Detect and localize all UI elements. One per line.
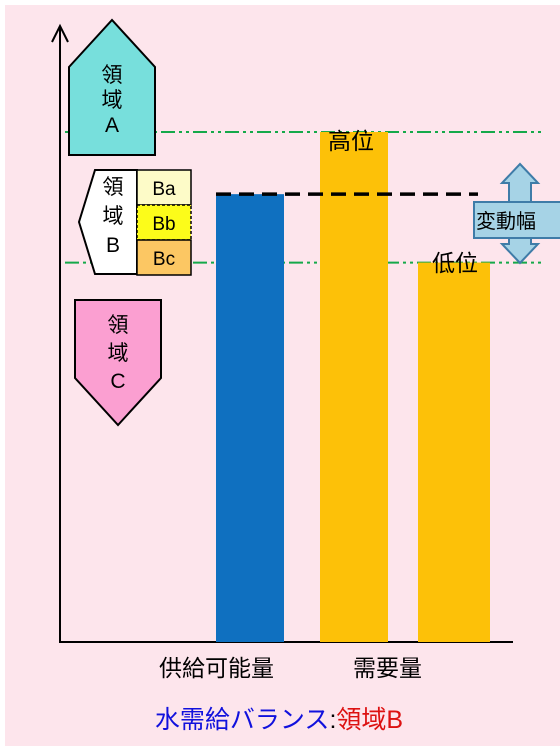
zone-ba-label: Ba [152, 179, 176, 200]
low-label: 低位 [432, 250, 478, 276]
zone-a-char-3: A [105, 114, 119, 137]
zone-bc-box [136, 239, 192, 276]
zone-c-char-2: 域 [108, 342, 129, 365]
zone-b-char-3: B [106, 234, 120, 257]
supply-bar [216, 194, 284, 642]
caption-separator: : [329, 706, 336, 734]
zone-b-char-1: 領 [103, 176, 124, 199]
zone-c-char-1: 領 [108, 314, 129, 337]
zone-c-char-3: C [110, 370, 125, 393]
caption-main: 水需給バランス [155, 706, 330, 734]
demand-axis-label: 需要量 [353, 655, 422, 681]
zone-ba-box [136, 169, 192, 206]
zone-bc-label: Bc [153, 249, 175, 270]
supply-axis-label: 供給可能量 [159, 655, 274, 681]
demand-high-bar [320, 131, 388, 642]
y-axis-arrowhead [51, 23, 69, 43]
demand-low-bar [418, 262, 490, 642]
zone-bb-box [136, 204, 192, 241]
zone-b-shape [77, 169, 138, 275]
zone-bb-label: Bb [152, 214, 175, 235]
caption: 水需給バランス:領域B [155, 706, 403, 734]
zone-a-char-1: 領 [102, 64, 123, 87]
range-label: 変動幅 [476, 210, 536, 233]
zone-c-shape [74, 299, 162, 427]
high-label: 高位 [328, 128, 374, 154]
zone-a-char-2: 域 [102, 89, 123, 112]
range-label-box [473, 201, 560, 239]
zone-b-char-2: 域 [103, 205, 124, 228]
zone-a-shape [68, 18, 156, 156]
caption-result: 領域B [336, 706, 403, 734]
